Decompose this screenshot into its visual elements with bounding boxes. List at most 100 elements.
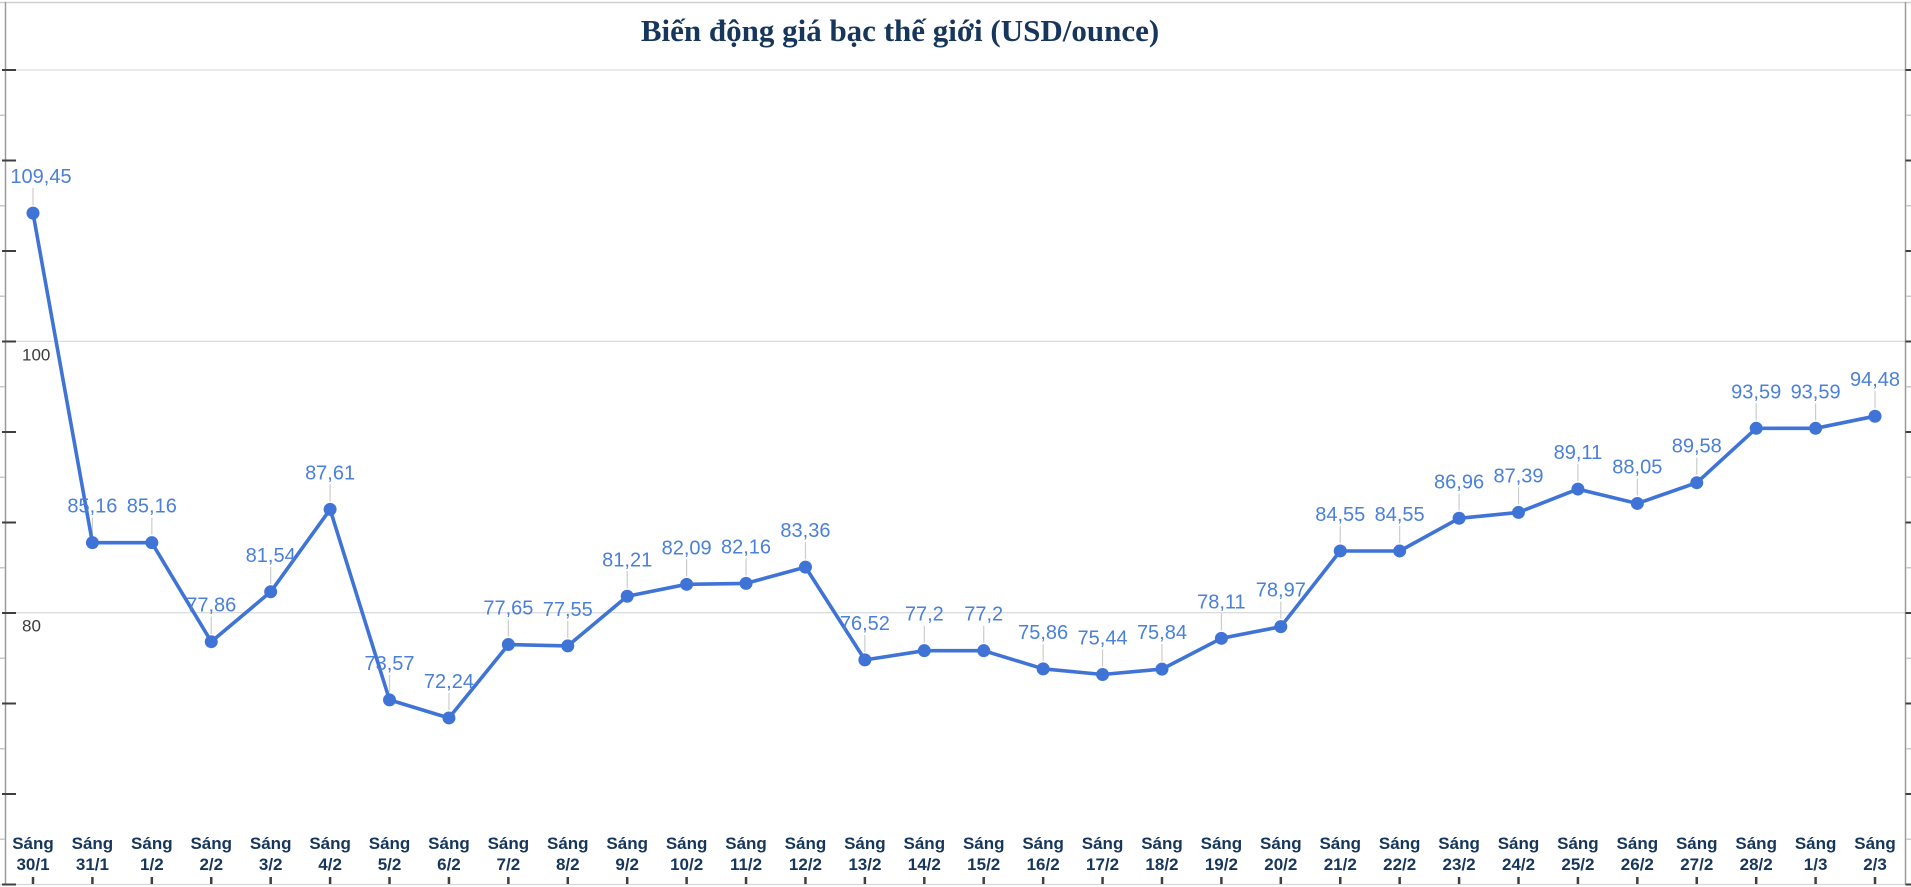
- x-axis-label-line1: Sáng: [1676, 834, 1718, 853]
- data-point-label: 75,44: [1078, 628, 1128, 650]
- x-axis-label-line1: Sáng: [725, 834, 767, 853]
- data-point-label: 89,58: [1672, 436, 1722, 458]
- data-point-label: 85,16: [127, 496, 177, 518]
- data-point-marker: [739, 576, 753, 590]
- x-axis-label-line2: 2/3: [1863, 855, 1887, 874]
- data-point-label: 72,24: [424, 671, 474, 693]
- data-point-label: 73,57: [364, 653, 414, 675]
- data-point-marker: [1393, 544, 1407, 558]
- x-axis-label-line2: 15/2: [967, 855, 1000, 874]
- x-axis-label-line2: 30/1: [16, 855, 49, 874]
- data-point-marker: [442, 711, 456, 725]
- data-point-label: 87,39: [1493, 465, 1543, 487]
- y-axis-label-100: 100: [22, 345, 50, 364]
- data-point-label: 93,59: [1791, 381, 1841, 403]
- x-axis-label-line1: Sáng: [250, 834, 292, 853]
- data-point-label: 85,16: [67, 496, 117, 518]
- x-axis-label-line1: Sáng: [1379, 834, 1421, 853]
- data-point-marker: [383, 693, 397, 707]
- x-axis-label-line1: Sáng: [963, 834, 1005, 853]
- x-axis-label-line1: Sáng: [190, 834, 232, 853]
- data-point-label: 76,52: [840, 613, 890, 635]
- x-axis-label-line1: Sáng: [1557, 834, 1599, 853]
- data-point-label: 75,84: [1137, 622, 1187, 644]
- x-axis-label-line1: Sáng: [369, 834, 411, 853]
- x-axis-label-line2: 13/2: [848, 855, 881, 874]
- y-axis-label-80: 80: [22, 617, 41, 636]
- x-axis-label-line1: Sáng: [12, 834, 54, 853]
- x-axis-label-line1: Sáng: [131, 834, 173, 853]
- x-axis-label-line1: Sáng: [1022, 834, 1064, 853]
- data-point-marker: [145, 536, 159, 550]
- data-point-marker: [620, 589, 634, 603]
- data-point-marker: [1690, 476, 1704, 490]
- x-axis-label-line2: 9/2: [615, 855, 639, 874]
- x-axis-label-line1: Sáng: [1498, 834, 1540, 853]
- x-axis-label-line1: Sáng: [606, 834, 648, 853]
- x-axis-label-line1: Sáng: [785, 834, 827, 853]
- x-axis-label-line2: 6/2: [437, 855, 461, 874]
- data-point-marker: [323, 502, 337, 516]
- x-axis-label-line2: 31/1: [76, 855, 109, 874]
- x-axis-label-line2: 20/2: [1264, 855, 1297, 874]
- data-point-marker: [264, 585, 278, 599]
- data-point-marker: [1809, 421, 1823, 435]
- x-axis-label-line1: Sáng: [1260, 834, 1302, 853]
- x-axis-label-line1: Sáng: [1438, 834, 1480, 853]
- data-point-label: 87,61: [305, 462, 355, 484]
- x-axis-label-line2: 22/2: [1383, 855, 1416, 874]
- data-point-label: 78,97: [1256, 580, 1306, 602]
- x-axis-label-line1: Sáng: [1735, 834, 1777, 853]
- data-point-marker: [1096, 668, 1110, 682]
- x-axis-label-line1: Sáng: [1854, 834, 1896, 853]
- x-axis-label-line1: Sáng: [309, 834, 351, 853]
- data-point-label: 78,11: [1197, 591, 1246, 613]
- series-line-silver-price: [31, 211, 1877, 720]
- x-axis-label-line1: Sáng: [72, 834, 114, 853]
- x-axis-label-line2: 2/2: [199, 855, 223, 874]
- data-point-label: 77,65: [483, 598, 533, 620]
- data-point-label: 77,55: [543, 599, 593, 621]
- data-point-marker: [1630, 496, 1644, 510]
- data-point-marker: [917, 644, 931, 658]
- data-point-marker: [1036, 662, 1050, 676]
- data-point-label: 81,54: [246, 545, 296, 567]
- data-point-marker: [1333, 544, 1347, 558]
- x-axis-label-line2: 19/2: [1205, 855, 1238, 874]
- x-axis-label-line2: 21/2: [1324, 855, 1357, 874]
- x-axis-label-line2: 11/2: [730, 855, 762, 874]
- data-point-label: 88,05: [1612, 456, 1662, 478]
- x-axis-label-line2: 23/2: [1443, 855, 1476, 874]
- x-axis-label-line2: 1/2: [140, 855, 164, 874]
- x-axis-label-line2: 26/2: [1621, 855, 1654, 874]
- data-point-label: 86,96: [1434, 471, 1484, 493]
- data-point-marker: [858, 653, 872, 667]
- x-axis-label-line2: 16/2: [1027, 855, 1060, 874]
- data-point-marker: [26, 206, 40, 220]
- data-point-marker: [1512, 505, 1525, 519]
- x-axis-label-line2: 24/2: [1502, 855, 1535, 874]
- data-point-label: 82,16: [721, 536, 771, 558]
- data-point-label: 84,55: [1315, 504, 1365, 526]
- data-point-marker: [85, 536, 99, 550]
- data-point-marker: [1868, 409, 1882, 423]
- x-axis-label-line2: 17/2: [1086, 855, 1119, 874]
- x-axis-label-line2: 8/2: [556, 855, 580, 874]
- x-axis-label-line2: 3/2: [259, 855, 283, 874]
- x-axis-label-line1: Sáng: [547, 834, 589, 853]
- data-point-marker: [680, 577, 694, 591]
- x-axis-label-line2: 18/2: [1145, 855, 1178, 874]
- x-axis-label-line2: 25/2: [1561, 855, 1594, 874]
- data-point-marker: [1571, 482, 1585, 496]
- data-point-marker: [1274, 620, 1288, 634]
- x-axis-label-line2: 12/2: [789, 855, 822, 874]
- x-axis-label-line1: Sáng: [1795, 834, 1837, 853]
- x-axis-label-line1: Sáng: [1201, 834, 1243, 853]
- x-axis-label-line2: 28/2: [1740, 855, 1773, 874]
- data-point-label: 75,86: [1018, 622, 1068, 644]
- data-point-marker: [977, 644, 991, 658]
- data-point-marker: [1155, 662, 1169, 676]
- x-axis-label-line2: 4/2: [318, 855, 342, 874]
- data-point-label: 77,2: [964, 604, 1003, 626]
